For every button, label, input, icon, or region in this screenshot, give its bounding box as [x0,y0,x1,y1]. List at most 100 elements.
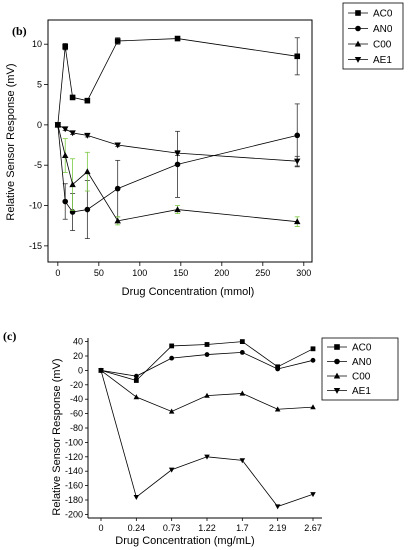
chart-b-point-AE1-4 [114,142,121,149]
chart-c-ytick-label--20: -20 [70,380,83,390]
chart-c-point-AN0-4 [239,350,245,355]
chart-c-ytick-label--60: -60 [70,409,83,419]
chart-c-point-C00-5 [274,406,281,412]
chart-b-point-AN0-6 [294,132,301,139]
chart-c-legend-marker-AN0 [334,358,340,365]
chart-b-point-C00-4 [114,217,121,224]
chart-b-xtick-label-250: 250 [255,268,270,278]
chart-c-point-AE1-4 [239,458,246,464]
chart-b-legend-marker-AC0 [355,10,361,16]
chart-b-legend-label-AN0: AN0 [373,24,393,35]
chart-b-point-AN0-4 [114,185,121,192]
chart-b-point-AC0-5 [174,35,181,42]
chart-b-legend [342,2,404,70]
chart-b-frame [47,19,313,263]
chart-b-point-AE1-6 [294,158,301,165]
chart-b-point-AC0-6 [294,53,301,60]
chart-c-legend-marker-C00 [333,372,341,379]
chart-b-ylabel: Relative Sensor Response (mV) [5,63,17,220]
chart-c-point-AC0-2 [169,343,175,349]
chart-c-ytick-label--40: -40 [70,394,83,404]
chart-b-xtick-label-50: 50 [94,268,104,278]
chart-c-point-AE1-6 [310,492,316,498]
chart-b-point-C00-1 [61,152,69,159]
chart-b-legend-label-AC0: AC0 [373,9,393,20]
chart-c-xtick-label-5: 2.19 [269,523,287,533]
chart-c-ytick-label--140: -140 [65,466,83,476]
chart-c-point-AC0-6 [310,346,316,352]
chart-c-point-AE1-1 [133,494,140,500]
chart-c-legend-marker-AE1 [333,387,341,394]
chart-c-point-C00-4 [239,390,246,396]
chart-b-point-AE1-2 [69,130,76,137]
chart-c-ytick-label--200: -200 [65,509,83,519]
chart-c-xtick-label-3: 1.22 [198,523,216,533]
chart-b-series-line-AC0 [57,38,298,125]
chart-c-legend-marker-AC0 [334,344,340,350]
chart-b-xtick-label-150: 150 [173,268,188,278]
chart-c-ytick-label--160: -160 [65,481,83,491]
chart-c-ylabel: Relative Sensor Response (mV) [51,358,63,515]
chart-b-point-AE1-3 [84,132,91,139]
chart-c-xtick-label-1: 0.24 [128,523,146,533]
chart-c-xtick-label-2: 0.73 [163,523,181,533]
chart-c-xlabel: Drug Concentration (mg/mL) [115,535,254,547]
chart-b-ytick-label-0: 0 [37,120,42,130]
chart-c-point-AN0-3 [204,352,210,357]
chart-b-point-AN0-1 [62,198,69,205]
chart-b-ytick-label--10: -10 [29,201,42,211]
chart-c-point-C00-6 [310,404,316,410]
chart-b-point-AE1-5 [174,150,181,157]
chart-b-point-AE1-0 [54,122,62,129]
chart-c-ytick-label--120: -120 [65,452,83,462]
chart-b-point-AC0-1 [62,43,69,50]
chart-c-point-AC0-1 [133,378,139,383]
chart-c-ytick-label--80: -80 [70,423,83,433]
chart-b-xtick-label-300: 300 [296,268,311,278]
chart-b-xtick-label-200: 200 [214,268,229,278]
chart-b-point-AC0-3 [84,97,91,104]
chart-b-point-AN0-5 [174,161,181,168]
chart-b-legend-label-C00: C00 [373,40,392,51]
chart-c-point-AN0-5 [275,366,281,372]
chart-c-xtick-label-0: 0 [98,523,103,533]
chart-c: 0 0.24 0.73 1.22 1.7 2.19 2.67 40 20 0 -20 -40 -60 -8… [65,337,399,533]
chart-c-point-AE1-5 [274,504,281,510]
chart-c-ytick-label--180: -180 [65,495,83,505]
chart-c-legend-label-C00: C00 [352,372,371,383]
chart-b-point-C00-6 [294,218,301,225]
chart-c-ytick-label--100: -100 [65,437,83,447]
chart-b-legend-label-AE1: AE1 [373,55,392,66]
chart-b-xlabel: Drug Concentration (mmol) [122,286,255,298]
chart-b-ytick-label-10: 10 [32,39,42,49]
chart-c-point-AE1-3 [204,454,210,460]
chart-b-legend-marker-AE1 [354,56,362,63]
chart-b: 0 50 100 150 200 250 3001050-5-10-15AC0AN0C00A… [29,2,404,278]
chart-c-ytick-label-40: 40 [73,337,83,347]
chart-b-point-C00-5 [174,206,181,213]
chart-c-point-AE1-0 [98,368,104,374]
chart-c-xtick-label-6: 2.67 [304,523,322,533]
chart-b-point-AN0-3 [84,206,91,213]
chart-b-point-AC0-2 [69,94,76,101]
chart-c-legend-label-AE1: AE1 [352,386,371,397]
chart-c-ytick-label-20: 20 [73,351,83,361]
chart-b-point-AE1-1 [61,126,69,133]
chart-c-point-AC0-4 [239,339,245,344]
chart-c-series-line-C00 [100,370,314,412]
chart-c-point-C00-3 [204,392,210,398]
chart-c-legend-label-AC0: AC0 [352,343,372,354]
chart-c-legend-label-AN0: AN0 [352,357,372,368]
chart-c-xtick-label-4: 1.7 [236,523,249,533]
chart-c-point-AN0-1 [133,373,139,379]
chart-c-point-AE1-2 [168,467,175,473]
chart-b-point-C00-2 [69,181,76,188]
chart-c-point-AN0-6 [310,357,316,363]
chart-b-point-C00-3 [84,168,91,175]
chart-c-ytick-label-0: 0 [78,365,83,375]
chart-b-legend-marker-C00 [354,40,362,47]
chart-b-xtick-label-100: 100 [132,268,147,278]
chart-b-ytick-label--5: -5 [34,160,42,170]
chart-c-series-line-AE1 [100,370,314,507]
